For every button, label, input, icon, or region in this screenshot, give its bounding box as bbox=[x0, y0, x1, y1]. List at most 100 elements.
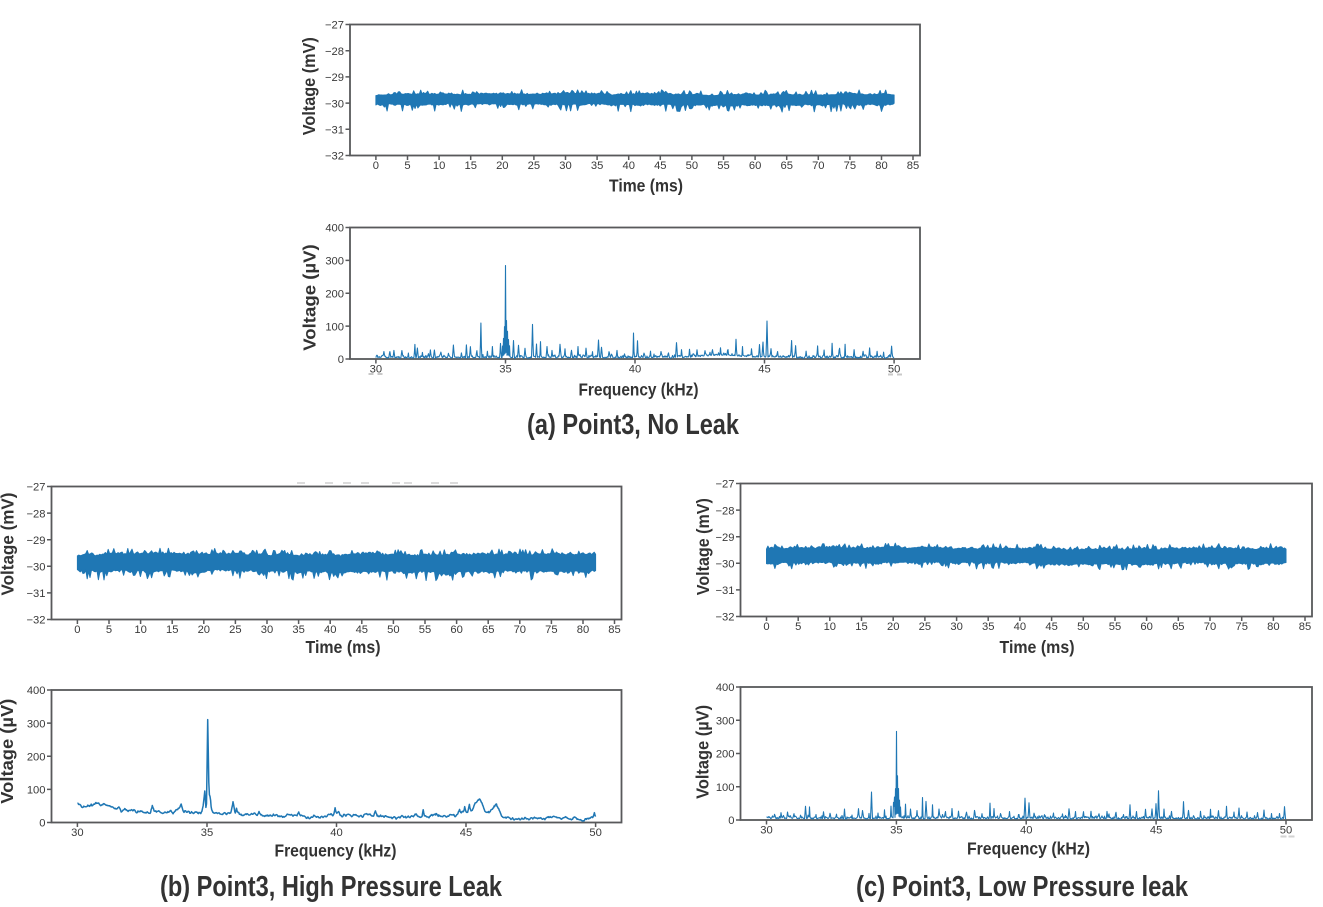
svg-text:(b) Point3, High Pressure Leak: (b) Point3, High Pressure Leak bbox=[160, 871, 502, 902]
svg-text:75: 75 bbox=[844, 160, 856, 172]
svg-text:85: 85 bbox=[907, 160, 919, 172]
svg-text:75: 75 bbox=[1235, 621, 1247, 633]
svg-text:35: 35 bbox=[499, 363, 511, 375]
svg-text:Frequency (kHz): Frequency (kHz) bbox=[275, 841, 397, 861]
svg-text:400: 400 bbox=[716, 682, 735, 694]
svg-text:0: 0 bbox=[74, 624, 80, 636]
svg-text:−28: −28 bbox=[27, 508, 46, 520]
svg-text:80: 80 bbox=[577, 624, 589, 636]
svg-text:45: 45 bbox=[356, 624, 368, 636]
svg-text:25: 25 bbox=[528, 160, 540, 172]
svg-text:20: 20 bbox=[496, 160, 508, 172]
svg-text:40: 40 bbox=[629, 363, 641, 375]
svg-text:−30: −30 bbox=[716, 559, 735, 571]
svg-text:−30: −30 bbox=[27, 562, 46, 574]
svg-text:300: 300 bbox=[27, 718, 46, 730]
svg-text:−29: −29 bbox=[27, 535, 46, 547]
svg-text:−31: −31 bbox=[27, 588, 46, 600]
svg-text:55: 55 bbox=[1109, 621, 1121, 633]
svg-text:Voltage (mV): Voltage (mV) bbox=[693, 498, 713, 595]
svg-text:60: 60 bbox=[749, 160, 761, 172]
svg-text:−32: −32 bbox=[716, 612, 735, 624]
svg-text:15: 15 bbox=[464, 160, 476, 172]
svg-text:50: 50 bbox=[387, 624, 399, 636]
svg-text:15: 15 bbox=[166, 624, 178, 636]
svg-text:Time (ms): Time (ms) bbox=[1000, 637, 1075, 657]
svg-text:35: 35 bbox=[201, 827, 213, 839]
svg-text:200: 200 bbox=[27, 752, 46, 764]
svg-text:40: 40 bbox=[1020, 824, 1032, 836]
svg-text:35: 35 bbox=[982, 621, 994, 633]
svg-text:70: 70 bbox=[514, 624, 526, 636]
svg-text:40: 40 bbox=[622, 160, 634, 172]
svg-text:(c) Point3, Low Pressure leak: (c) Point3, Low Pressure leak bbox=[856, 871, 1188, 902]
svg-text:Voltage (µV): Voltage (µV) bbox=[300, 244, 320, 351]
svg-text:(a) Point3, No Leak: (a) Point3, No Leak bbox=[527, 409, 739, 441]
svg-text:10: 10 bbox=[134, 624, 146, 636]
svg-text:80: 80 bbox=[875, 160, 887, 172]
svg-text:25: 25 bbox=[919, 621, 931, 633]
svg-text:30: 30 bbox=[760, 824, 772, 836]
svg-text:Voltage (µV): Voltage (µV) bbox=[692, 705, 712, 799]
svg-text:15: 15 bbox=[855, 621, 867, 633]
svg-text:10: 10 bbox=[824, 621, 836, 633]
svg-text:−31: −31 bbox=[716, 585, 735, 597]
svg-text:50: 50 bbox=[888, 363, 900, 375]
svg-text:300: 300 bbox=[325, 256, 344, 268]
svg-text:5: 5 bbox=[106, 624, 112, 636]
svg-text:Time (ms): Time (ms) bbox=[609, 176, 683, 196]
svg-text:−29: −29 bbox=[325, 72, 344, 84]
svg-text:45: 45 bbox=[460, 827, 472, 839]
svg-text:−28: −28 bbox=[716, 505, 735, 517]
svg-text:5: 5 bbox=[795, 621, 801, 633]
svg-text:45: 45 bbox=[758, 363, 770, 375]
svg-text:400: 400 bbox=[27, 685, 46, 697]
svg-text:30: 30 bbox=[950, 621, 962, 633]
svg-text:85: 85 bbox=[1299, 621, 1311, 633]
svg-text:45: 45 bbox=[1045, 621, 1057, 633]
svg-text:5: 5 bbox=[404, 160, 410, 172]
svg-text:10: 10 bbox=[433, 160, 445, 172]
svg-text:60: 60 bbox=[1140, 621, 1152, 633]
svg-text:Frequency (kHz): Frequency (kHz) bbox=[967, 839, 1090, 859]
svg-text:−32: −32 bbox=[27, 615, 46, 627]
svg-text:−28: −28 bbox=[325, 46, 344, 58]
svg-text:65: 65 bbox=[482, 624, 494, 636]
svg-text:45: 45 bbox=[1150, 824, 1162, 836]
svg-text:35: 35 bbox=[292, 624, 304, 636]
svg-text:−29: −29 bbox=[716, 532, 735, 544]
svg-text:−27: −27 bbox=[27, 482, 46, 494]
svg-text:30: 30 bbox=[261, 624, 273, 636]
svg-text:200: 200 bbox=[325, 288, 344, 300]
svg-text:400: 400 bbox=[325, 223, 344, 235]
svg-text:−30: −30 bbox=[325, 98, 344, 110]
svg-text:80: 80 bbox=[1267, 621, 1279, 633]
svg-text:Voltage (µV): Voltage (µV) bbox=[0, 699, 17, 804]
svg-text:−27: −27 bbox=[716, 479, 735, 491]
svg-text:0: 0 bbox=[728, 815, 734, 827]
svg-text:100: 100 bbox=[325, 321, 344, 333]
svg-text:35: 35 bbox=[591, 160, 603, 172]
svg-text:0: 0 bbox=[338, 354, 344, 366]
svg-text:40: 40 bbox=[1014, 621, 1026, 633]
svg-text:75: 75 bbox=[545, 624, 557, 636]
svg-text:200: 200 bbox=[716, 749, 735, 761]
svg-text:0: 0 bbox=[373, 160, 379, 172]
svg-text:65: 65 bbox=[780, 160, 792, 172]
svg-text:60: 60 bbox=[450, 624, 462, 636]
svg-text:0: 0 bbox=[763, 621, 769, 633]
svg-text:70: 70 bbox=[812, 160, 824, 172]
svg-text:−27: −27 bbox=[325, 20, 344, 32]
svg-text:−32: −32 bbox=[325, 151, 344, 163]
svg-text:Time (ms): Time (ms) bbox=[306, 637, 381, 657]
svg-text:0: 0 bbox=[39, 818, 45, 830]
svg-text:65: 65 bbox=[1172, 621, 1184, 633]
svg-text:25: 25 bbox=[229, 624, 241, 636]
svg-text:50: 50 bbox=[1280, 824, 1292, 836]
svg-text:20: 20 bbox=[198, 624, 210, 636]
svg-text:−31: −31 bbox=[325, 125, 344, 137]
svg-text:Voltage (mV): Voltage (mV) bbox=[299, 37, 319, 135]
svg-text:35: 35 bbox=[890, 824, 902, 836]
svg-text:85: 85 bbox=[608, 624, 620, 636]
svg-text:300: 300 bbox=[716, 716, 735, 728]
